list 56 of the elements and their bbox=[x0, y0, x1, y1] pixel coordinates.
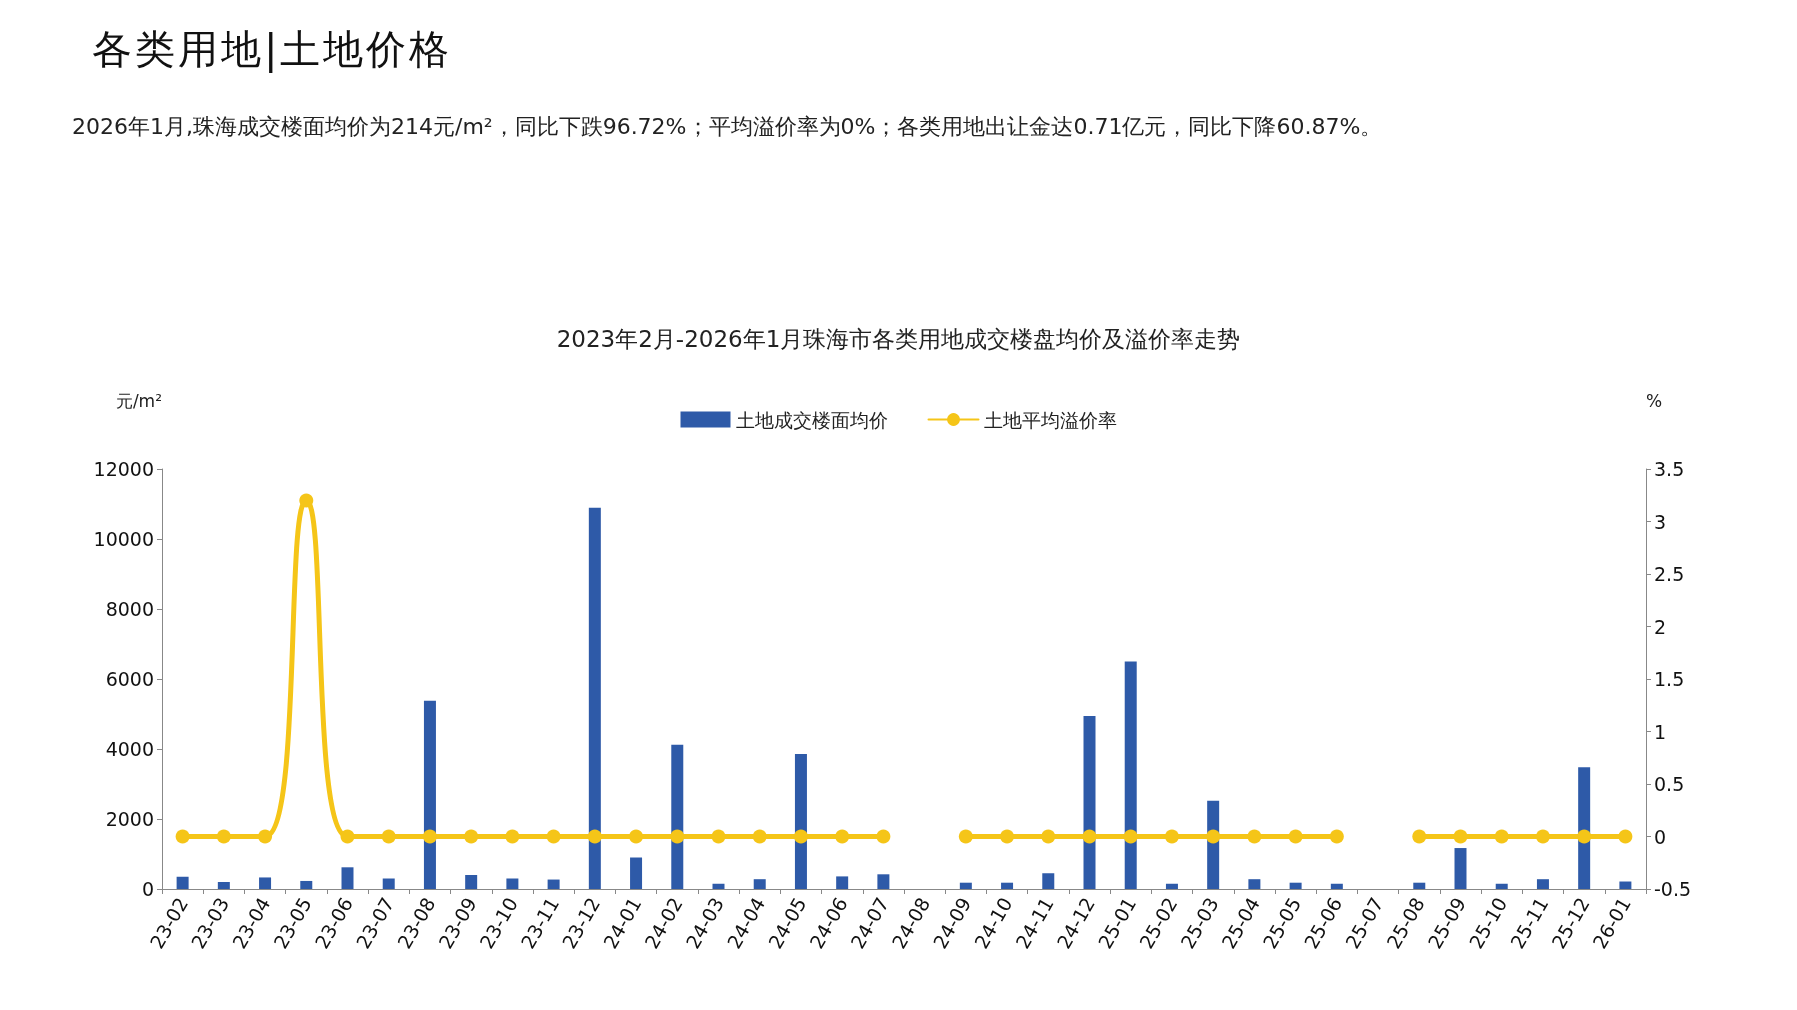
bar bbox=[176, 876, 189, 889]
y2-tick-label: -0.5 bbox=[1654, 878, 1692, 900]
bar bbox=[712, 883, 725, 889]
bar bbox=[877, 874, 890, 889]
y2-axis-title: % bbox=[1646, 390, 1663, 411]
bar bbox=[836, 876, 849, 889]
y-tick-label: 8000 bbox=[105, 598, 154, 620]
bar bbox=[259, 877, 272, 889]
y2-tick-label: 0 bbox=[1654, 825, 1667, 848]
bar bbox=[547, 879, 560, 889]
bar bbox=[753, 879, 766, 889]
bar bbox=[1454, 848, 1467, 889]
bar bbox=[1124, 661, 1137, 889]
y-tick-label: 10000 bbox=[93, 528, 154, 550]
y2-tick-label: 1 bbox=[1654, 720, 1667, 743]
bar bbox=[959, 882, 972, 889]
y2-tick-label: 0.5 bbox=[1654, 773, 1685, 795]
chart-title: 2023年2月-2026年1月珠海市各类用地成交楼盘均价及溢价率走势 bbox=[556, 325, 1241, 352]
text: 2026年1月,珠海成交楼面均价为214元/m²，同比下跌96.72%；平均溢价率为0%；各类用地出让金达0.71亿元，同比下降60.87%。 bbox=[72, 113, 1383, 141]
bar bbox=[217, 882, 230, 889]
bar bbox=[300, 880, 313, 889]
y2-tick-label: 1.5 bbox=[1654, 668, 1685, 690]
y2-tick-label: 2 bbox=[1654, 615, 1667, 638]
y-tick-label: 12000 bbox=[93, 458, 154, 480]
bar bbox=[465, 875, 478, 889]
y2-tick-label: 2.5 bbox=[1654, 563, 1685, 585]
bar bbox=[1042, 873, 1055, 889]
text: 各类用地|土地价格 bbox=[92, 25, 453, 75]
bar bbox=[630, 857, 643, 889]
bar bbox=[588, 507, 601, 889]
bar bbox=[794, 753, 807, 889]
y-tick-label: 0 bbox=[141, 878, 154, 900]
bar bbox=[1495, 883, 1508, 889]
y-axis-title: 元/m² bbox=[115, 390, 162, 411]
bar bbox=[671, 744, 684, 889]
bar bbox=[1289, 882, 1302, 889]
bar bbox=[1536, 879, 1549, 889]
bar bbox=[1330, 883, 1343, 889]
bar bbox=[1001, 882, 1014, 889]
bar bbox=[1165, 883, 1178, 889]
y-tick-label: 2000 bbox=[105, 808, 154, 830]
bar bbox=[423, 700, 436, 889]
y-tick-label: 4000 bbox=[105, 738, 154, 760]
bar bbox=[1619, 881, 1632, 889]
legend-label: 土地成交楼面均价 bbox=[735, 408, 888, 431]
y2-tick-label: 3 bbox=[1654, 510, 1667, 533]
bar bbox=[1413, 882, 1426, 889]
y2-tick-label: 3.5 bbox=[1654, 458, 1685, 480]
y-tick-label: 6000 bbox=[105, 668, 154, 690]
bar bbox=[1083, 716, 1096, 889]
bar bbox=[506, 878, 519, 889]
bar bbox=[1248, 879, 1261, 889]
bar bbox=[382, 878, 395, 889]
bar bbox=[341, 867, 354, 889]
bar bbox=[1578, 767, 1591, 889]
legend-label: 土地平均溢价率 bbox=[983, 408, 1117, 431]
